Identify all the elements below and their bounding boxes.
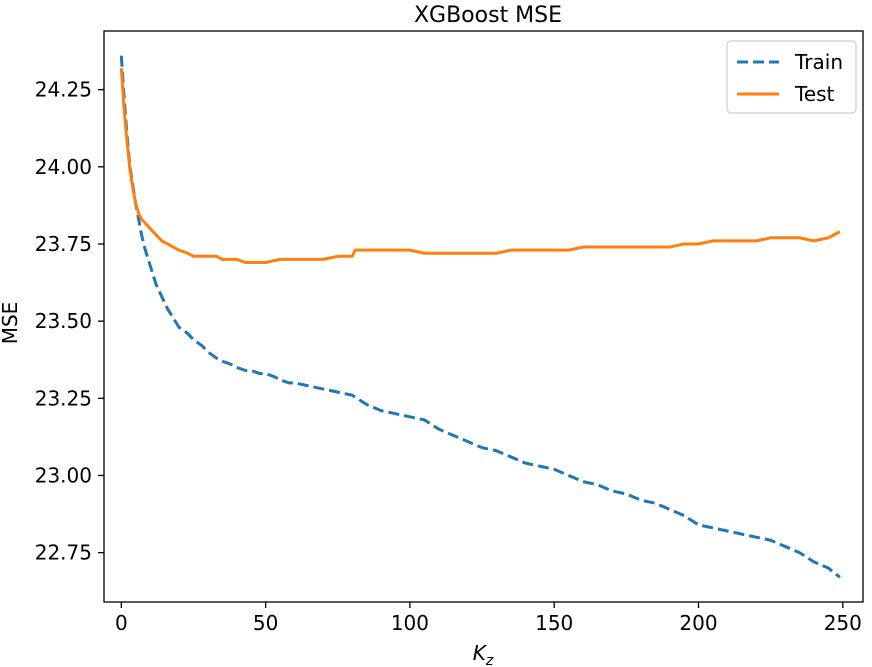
y-axis-label: MSE (0, 302, 22, 345)
y-tick-label: 23.75 (35, 232, 92, 256)
x-tick-label: 200 (679, 611, 717, 635)
x-tick-label: 100 (391, 611, 429, 635)
x-axis-label: Kz (473, 641, 494, 667)
y-tick-label: 22.75 (35, 541, 92, 565)
series-line-train (119, 55, 841, 579)
x-axis-label-main: K (473, 641, 488, 665)
series-line-test (119, 67, 841, 264)
y-tick-label: 23.50 (35, 309, 92, 333)
chart-title: XGBoost MSE (414, 3, 562, 28)
plot-area (119, 55, 841, 579)
x-tick-label: 50 (253, 611, 278, 635)
axes: 0 50 100 150 200 250 22.75 23.00 23.25 23.50 23.75… (35, 30, 864, 635)
x-tick-label: 250 (824, 611, 862, 635)
legend: Train Test (726, 40, 857, 114)
x-tick-label: 0 (115, 611, 128, 635)
x-axis-label-sub: z (485, 653, 494, 667)
legend-label-test: Test (794, 82, 835, 106)
y-tick-label: 23.25 (35, 386, 92, 410)
y-tick-label: 24.00 (35, 155, 92, 179)
x-tick-label: 150 (535, 611, 573, 635)
legend-label-train: Train (794, 50, 843, 74)
y-tick-label: 24.25 (35, 78, 92, 102)
axes-frame (103, 30, 864, 603)
y-tick-label: 23.00 (35, 463, 92, 487)
